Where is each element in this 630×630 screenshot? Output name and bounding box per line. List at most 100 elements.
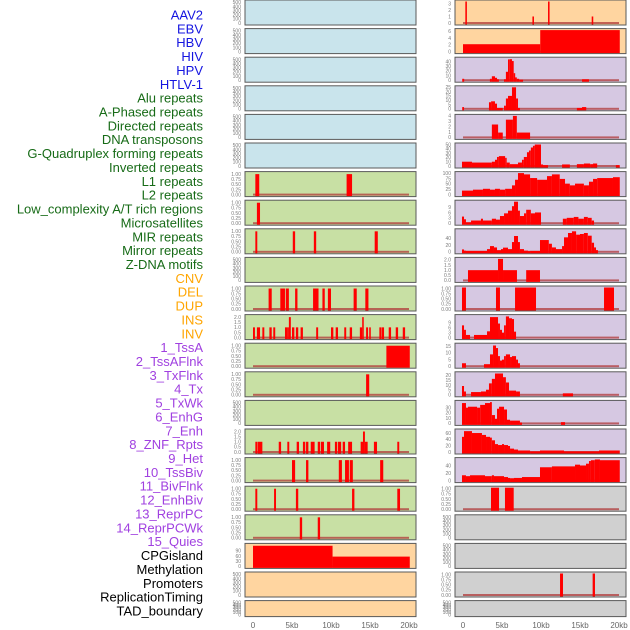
signal-bar xyxy=(516,78,520,82)
signal-bar xyxy=(292,327,295,340)
y-tick-label: 10 xyxy=(445,351,451,357)
y-tick-label: 0 xyxy=(448,49,451,55)
signal-bar xyxy=(517,450,531,454)
signal-bar xyxy=(461,249,465,254)
signal-bar xyxy=(472,189,483,197)
y-tick-label: 300 xyxy=(233,66,242,72)
y-tick-label: 0.00 xyxy=(231,250,241,256)
signal-bar xyxy=(499,189,506,197)
y-tick-label: 1.00 xyxy=(231,372,241,378)
signal-bar xyxy=(397,488,401,511)
y-tick-label: 0 xyxy=(448,21,451,27)
y-tick-label: 25 xyxy=(445,187,451,193)
y-tick-label: 400 xyxy=(233,90,242,96)
y-tick-label: 0.50 xyxy=(231,525,241,531)
track-label: Low_complexity A/T rich regions xyxy=(17,202,204,217)
signal-bar xyxy=(504,487,514,511)
signal-bar xyxy=(322,288,325,311)
y-tick-label: 300 xyxy=(443,523,452,529)
signal-bar xyxy=(509,59,512,82)
y-tick-label: 500 xyxy=(233,401,242,407)
signal-bar xyxy=(494,103,498,111)
signal-bar xyxy=(509,390,517,397)
y-tick-label: 0 xyxy=(238,164,241,170)
panel-background xyxy=(244,457,417,484)
y-tick-label: 15 xyxy=(445,344,451,350)
y-tick-label: 0 xyxy=(448,364,451,370)
track-panel: 0.000.250.500.751.00 xyxy=(231,342,417,370)
y-tick-label: 0 xyxy=(238,421,241,427)
signal-bar xyxy=(491,76,495,82)
y-tick-label: 200 xyxy=(233,608,242,614)
track-label: Mirror repeats xyxy=(122,243,203,258)
signal-bar xyxy=(498,156,506,168)
signal-bar xyxy=(573,216,579,225)
signal-bar xyxy=(491,415,495,425)
signal-bar xyxy=(505,157,507,168)
x-tick-label: 15kb xyxy=(361,621,379,630)
y-tick-label: 100 xyxy=(233,45,242,51)
y-tick-label: 0.0 xyxy=(444,278,451,284)
y-tick-label: 500 xyxy=(233,258,242,264)
panel-background xyxy=(244,428,417,455)
signal-bar xyxy=(495,348,499,368)
panel-background xyxy=(454,56,627,83)
signal-bar xyxy=(461,436,465,454)
signal-bar xyxy=(471,220,481,225)
signal-bar xyxy=(530,147,533,168)
y-tick-label: 0.50 xyxy=(441,497,451,503)
signal-bar xyxy=(509,318,512,340)
signal-bar xyxy=(516,359,518,368)
y-tick-label: 1.5 xyxy=(234,320,241,326)
y-tick-label: 0.50 xyxy=(231,182,241,188)
signal-bar xyxy=(527,251,531,254)
signal-bar xyxy=(482,188,490,197)
signal-bar xyxy=(306,441,309,454)
track-label: HPV xyxy=(176,63,203,78)
signal-bar xyxy=(540,30,620,54)
signal-bar xyxy=(480,391,487,397)
track-panel: 0.000.250.500.751.00 xyxy=(231,485,417,513)
signal-bar xyxy=(521,159,524,168)
panel-background xyxy=(454,0,627,26)
signal-bar xyxy=(499,216,505,225)
track-label: HBV xyxy=(176,35,203,50)
signal-bar xyxy=(599,450,620,454)
signal-bar xyxy=(327,441,331,454)
signal-bar xyxy=(491,440,495,454)
signal-bar xyxy=(514,331,517,340)
y-tick-label: 0.5 xyxy=(234,445,241,451)
y-tick-label: 400 xyxy=(233,33,242,39)
signal-bar xyxy=(364,441,368,454)
y-tick-label: 200 xyxy=(233,70,242,76)
panel-background xyxy=(244,199,417,226)
y-tick-label: 0 xyxy=(238,78,241,84)
signal-bar xyxy=(508,210,512,225)
signal-bar xyxy=(511,206,515,225)
y-tick-label: 0 xyxy=(448,478,451,484)
signal-bar xyxy=(502,332,505,340)
y-tick-label: 0 xyxy=(238,593,241,599)
signal-bar xyxy=(597,178,613,197)
signal-bar xyxy=(516,98,518,111)
signal-bar xyxy=(320,441,324,454)
signal-bar xyxy=(346,174,353,197)
y-tick-label: 1.0 xyxy=(234,440,241,446)
y-tick-label: 0.75 xyxy=(231,349,241,355)
signal-bar xyxy=(503,377,506,397)
signal-bar xyxy=(461,287,466,311)
track-panel: 0.000.250.500.751.00 xyxy=(231,514,417,542)
signal-bar xyxy=(503,270,517,282)
track-label: 11_BivFlnk xyxy=(140,479,204,494)
y-tick-label: 400 xyxy=(233,405,242,411)
signal-bar xyxy=(462,78,465,82)
y-tick-label: 0.50 xyxy=(231,211,241,217)
signal-bar xyxy=(499,406,505,425)
signal-bar xyxy=(482,220,492,225)
y-tick-label: 0.75 xyxy=(231,291,241,297)
signal-bar xyxy=(517,210,520,225)
y-tick-label: 500 xyxy=(443,515,452,521)
signal-bar xyxy=(532,145,535,168)
